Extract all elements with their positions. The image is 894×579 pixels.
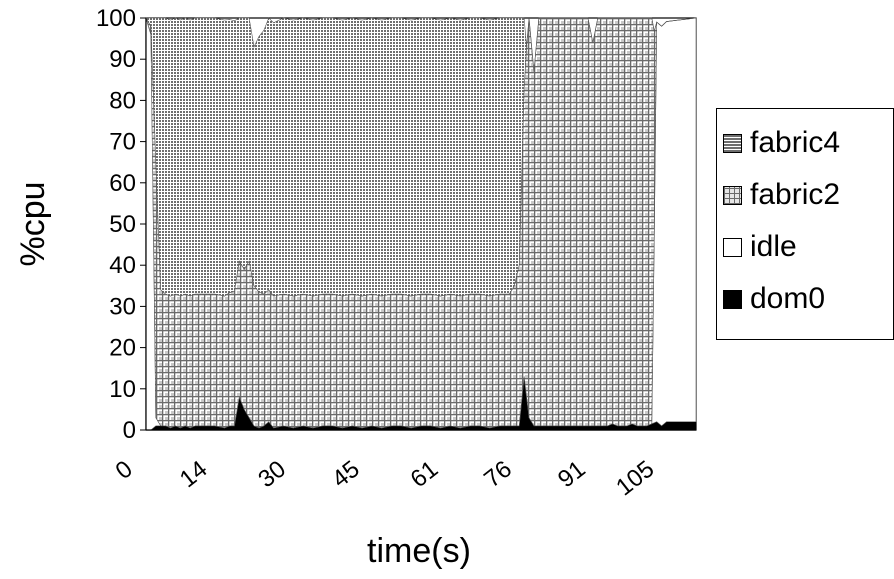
y-tick-label: 60 [109, 170, 136, 197]
legend-label-idle: idle [750, 230, 797, 263]
y-axis: 0 10 20 30 40 50 60 70 80 90 100 [96, 5, 147, 444]
x-tick-label: 91 [553, 455, 591, 493]
x-axis: 0 14 30 45 61 76 91 105 [111, 429, 696, 501]
y-tick-label: 10 [109, 376, 136, 403]
legend-item-idle: idle [723, 223, 797, 271]
y-tick-label: 30 [109, 293, 136, 320]
x-tick-label: 105 [611, 455, 659, 501]
y-tick-label: 50 [109, 211, 136, 238]
y-tick-label: 90 [109, 46, 136, 73]
legend-swatch-idle [723, 237, 742, 257]
y-tick-label: 0 [123, 417, 136, 444]
legend-label-dom0: dom0 [750, 282, 826, 315]
y-tick-label: 70 [109, 129, 136, 156]
x-tick-label: 14 [175, 455, 213, 493]
x-tick-label: 76 [479, 455, 517, 493]
legend-swatch-dom0 [723, 289, 742, 309]
legend-label-fabric4: fabric4 [750, 126, 841, 159]
y-tick-label: 80 [109, 87, 136, 114]
legend-item-dom0: dom0 [723, 275, 825, 323]
legend-item-fabric4: fabric4 [723, 119, 840, 167]
legend-label-fabric2: fabric2 [750, 178, 841, 211]
series-area-fabric4 [145, 17, 697, 297]
legend-swatch-fabric4 [723, 133, 742, 153]
y-axis-title: %cpu [14, 181, 52, 266]
y-tick-label: 100 [96, 5, 136, 32]
x-tick-label: 0 [111, 455, 138, 485]
legend: fabric4 fabric2 idle dom0 [716, 108, 894, 340]
y-tick-label: 20 [109, 335, 136, 362]
legend-item-fabric2: fabric2 [723, 171, 840, 219]
x-tick-label: 45 [327, 455, 365, 493]
legend-swatch-fabric2 [723, 185, 742, 205]
plot-area [145, 17, 697, 431]
x-tick-label: 30 [253, 455, 291, 493]
x-tick-label: 61 [406, 455, 444, 493]
x-axis-title: time(s) [367, 532, 471, 570]
y-tick-label: 40 [109, 252, 136, 279]
